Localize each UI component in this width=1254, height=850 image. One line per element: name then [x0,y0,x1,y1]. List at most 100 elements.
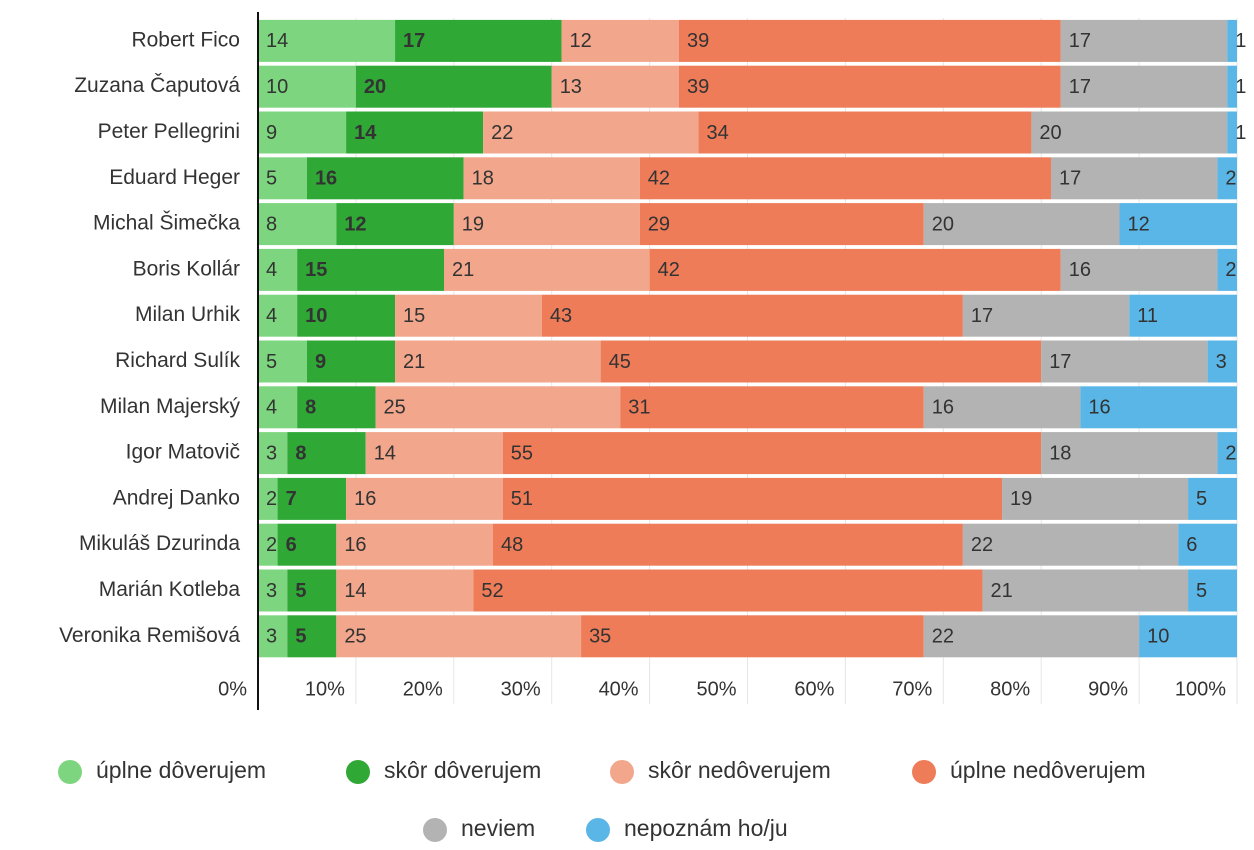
category-label: Mikuláš Dzurinda [79,532,240,555]
bar-segment [395,294,542,337]
value-label: 21 [403,351,425,373]
value-label: 5 [266,351,277,373]
bar-segment [541,294,963,337]
bar-segment [923,615,1140,658]
bar-segment [258,111,347,154]
value-label: 45 [609,351,631,373]
bar-segment [1217,157,1237,200]
value-label: 22 [971,534,993,556]
value-label: 21 [990,580,1012,602]
bar-segment [561,19,679,62]
legend-label: úplne nedôverujem [950,757,1146,783]
legend-marker [586,818,610,842]
category-label: Robert Fico [131,28,240,51]
value-label: 20 [1039,122,1061,144]
value-label: 35 [589,626,611,648]
value-label: 14 [344,580,366,602]
value-label: 20 [364,76,386,98]
value-label: 1 [1235,30,1246,52]
value-label: 15 [403,305,425,327]
legend-marker [58,760,82,784]
bar-segment [1178,523,1237,566]
bar-segment [1060,19,1228,62]
bar-segment [258,386,298,429]
category-label: Richard Sulík [115,349,240,372]
value-label: 10 [266,76,288,98]
value-label: 3 [266,442,277,464]
bar-segment [962,523,1179,566]
x-tick-label: 40% [599,678,639,700]
value-label: 2 [266,488,277,510]
bar-segment [982,569,1189,612]
value-label: 48 [501,534,523,556]
value-label: 16 [1069,259,1091,281]
bar-segment [1217,248,1237,291]
value-label: 3 [266,580,277,602]
bar-segment [1060,65,1228,108]
bar-segment [444,248,650,291]
category-label: Marián Kotleba [99,578,241,601]
value-label: 16 [1088,397,1110,419]
bar-segment [1060,248,1218,291]
value-label: 20 [932,213,954,235]
bar-segment [1041,432,1218,475]
value-label: 7 [286,488,297,510]
value-label: 52 [481,580,503,602]
value-label: 22 [491,122,513,144]
value-label: 55 [511,442,533,464]
bar-segment [287,615,337,658]
value-label: 21 [452,259,474,281]
bar-segment [336,569,474,612]
value-label: 2 [1225,442,1236,464]
bar-segment [258,340,307,383]
bar-segment [678,65,1061,108]
value-label: 9 [315,351,326,373]
value-label: 39 [687,76,709,98]
value-label: 17 [1069,76,1091,98]
x-tick-label: 10% [305,678,345,700]
bar-segment [1217,432,1237,475]
value-label: 12 [569,30,591,52]
bar-segment [258,477,278,520]
x-tick-label: 20% [403,678,443,700]
value-label: 11 [1137,305,1158,327]
value-label: 29 [648,213,670,235]
bar-segment [678,19,1061,62]
legend-marker [423,818,447,842]
value-label: 22 [932,626,954,648]
x-tick-label: 70% [892,678,932,700]
value-label: 2 [1225,259,1236,281]
value-label: 42 [648,168,670,190]
value-label: 39 [687,30,709,52]
category-label: Igor Matovič [126,441,240,464]
bar-segment [336,523,493,566]
value-label: 17 [1059,168,1081,190]
value-label: 5 [1196,580,1207,602]
value-label: 19 [1010,488,1032,510]
bar-segment [1129,294,1237,337]
value-label: 14 [354,122,377,144]
bar-segment [639,157,1051,200]
bar-segment [483,111,699,154]
bar-segment [258,523,278,566]
category-label: Milan Urhik [135,303,241,326]
bar-segment [1227,19,1237,62]
value-label: 12 [344,213,366,235]
bar-segment [1041,340,1208,383]
bar-segment [1188,569,1237,612]
value-label: 4 [266,397,277,419]
value-label: 18 [472,168,494,190]
bar-segment [1080,386,1237,429]
bar-segment [551,65,679,108]
value-label: 19 [462,213,484,235]
bar-segment [336,615,582,658]
x-tick-label: 50% [696,678,736,700]
category-label: Veronika Remišová [59,624,240,647]
value-label: 8 [295,442,306,464]
bar-segment [297,248,445,291]
value-label: 18 [1049,442,1071,464]
bar-segment [346,477,503,520]
value-label: 31 [628,397,650,419]
bar-segment [258,157,307,200]
